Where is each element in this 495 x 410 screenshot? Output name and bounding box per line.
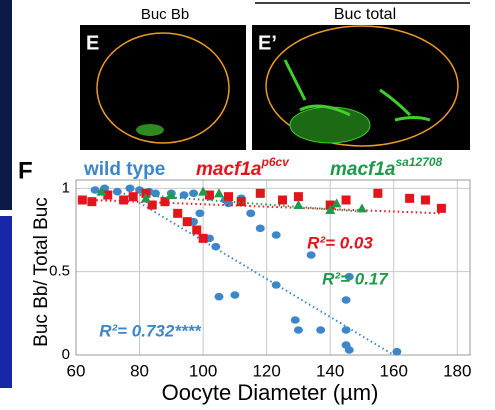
point: [189, 190, 198, 198]
x-tick-label: 80: [130, 361, 149, 380]
point: [272, 281, 281, 289]
point: [342, 296, 351, 304]
point: [373, 189, 382, 198]
y-tick-label: 0: [62, 346, 70, 363]
x-tick-label: 140: [316, 361, 344, 380]
point: [195, 210, 204, 218]
point: [192, 226, 201, 235]
x-tick-label: 160: [380, 361, 408, 380]
point: [126, 185, 135, 193]
point: [173, 209, 182, 218]
point: [405, 194, 414, 203]
point: [87, 197, 96, 206]
point: [278, 196, 287, 205]
point: [291, 316, 300, 324]
point: [421, 196, 430, 205]
cropped-image: [0, 0, 12, 210]
panel-label: E’: [258, 32, 277, 54]
legend-label: macf1a: [196, 159, 262, 180]
point: [183, 217, 192, 226]
figure: Buc Bb Buc total E E’ F 60 80 100 120 140 160…: [0, 0, 495, 410]
balbiani-body: [136, 124, 164, 136]
point: [199, 234, 208, 243]
point: [294, 192, 303, 201]
panel-label: F: [18, 157, 33, 184]
x-tick-label: 120: [252, 361, 280, 380]
header: Buc total: [334, 6, 396, 23]
header: Buc Bb: [141, 6, 189, 23]
legend-label: wild type: [83, 159, 165, 180]
point: [392, 348, 401, 356]
legend-entry: macf1asa12708: [330, 155, 443, 180]
cropped-image: [0, 216, 12, 388]
x-tick-label: 100: [189, 361, 217, 380]
point: [272, 231, 281, 239]
x-axis-label: Oocyte Diameter (µm): [162, 380, 379, 405]
point: [78, 196, 87, 205]
r-squared: R²= 0.732****: [99, 321, 202, 340]
point: [113, 188, 122, 196]
point: [230, 291, 239, 299]
point: [294, 326, 303, 334]
y-tick-label: 0.5: [49, 263, 70, 280]
r-squared: R²= 0.03: [307, 233, 373, 252]
panel-label: E: [86, 32, 99, 54]
legend-entry: wild type: [83, 159, 165, 180]
point: [256, 189, 265, 198]
point: [214, 188, 224, 197]
point: [246, 210, 255, 218]
r-squared: R²= 0.17: [322, 269, 389, 288]
legend-label: macf1a: [330, 159, 396, 180]
legend-superscript: sa12708: [396, 155, 443, 169]
point: [119, 196, 128, 205]
x-tick-label: 60: [67, 361, 86, 380]
y-tick-label: 1: [62, 179, 70, 196]
point: [224, 192, 233, 201]
buc-signal: [290, 107, 370, 143]
legend-superscript: p6cv: [261, 155, 291, 169]
plot: 60 80 100 120 140 160 180 0 0.5 1 Oocyte Diameter …: [31, 155, 471, 405]
point: [345, 346, 354, 354]
point: [214, 293, 223, 301]
point: [437, 204, 446, 213]
point: [256, 225, 265, 233]
point: [129, 192, 138, 201]
point: [342, 196, 351, 205]
y-axis-label: Buc Bb/ Total Buc: [31, 197, 52, 347]
legend-entry: macf1ap6cv: [196, 155, 290, 180]
x-tick-label: 180: [443, 361, 471, 380]
point: [316, 326, 325, 334]
point: [357, 203, 367, 212]
